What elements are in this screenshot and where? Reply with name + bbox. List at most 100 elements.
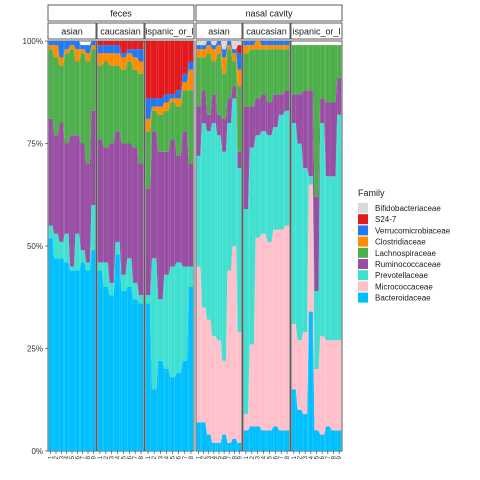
panel-strip-label: asian: [208, 27, 230, 37]
flow-band-verrucomicrobiaceae: [265, 41, 268, 46]
bar-segment-lachnospiraceae: [255, 49, 260, 99]
bar-segment-ruminococcaceae: [196, 106, 201, 156]
flow-band-prevotellaceae: [107, 262, 110, 296]
bar-segment-verrucomicrobiaceae: [243, 41, 249, 46]
bar-segment-s24-7: [103, 41, 108, 46]
bar-segment-ruminococcaceae: [267, 102, 272, 136]
bar-segment-prevotellaceae: [103, 262, 108, 287]
bar-segment-lachnospiraceae: [151, 110, 157, 132]
flow-band-ruminococcaceae: [205, 90, 207, 132]
flow-band-prevotellaceae: [200, 123, 202, 308]
flow-band-clostridiaceae: [231, 45, 233, 62]
flow-band-micrococcaceae: [307, 184, 309, 415]
bar-segment-lachnospiraceae: [54, 57, 58, 136]
flow-band-verrucomicrobiaceae: [271, 41, 274, 46]
bar-segment-clostridiaceae: [222, 57, 226, 74]
bar-segment-bacteroidaceae: [75, 270, 80, 451]
bar-segment-lachnospiraceae: [279, 49, 284, 95]
x-tick-label: 5: [315, 455, 321, 459]
bar-segment-ruminococcaceae: [297, 94, 302, 144]
flow-band-ruminococcaceae: [335, 77, 338, 177]
bar-segment-prevotellaceae: [151, 258, 157, 390]
flow-band-bacteroidaceae: [231, 438, 233, 451]
y-tick-label: 50%: [27, 242, 43, 251]
bar-segment-lachnospiraceae: [227, 49, 232, 99]
bar-segment-clostridiaceae: [75, 49, 80, 62]
flow-band-ruminococcaceae: [102, 139, 104, 263]
x-tick-label: 5: [267, 455, 273, 459]
flow-band-micrococcaceae: [324, 336, 326, 435]
bar-segment-ruminococcaceae: [164, 151, 169, 275]
bar-segment-clostridiaceae: [109, 53, 114, 66]
bar-segment-ruminococcaceae: [158, 151, 163, 300]
flow-band-verrucomicrobiaceae: [231, 41, 233, 54]
bar-segment-prevotellaceae: [158, 299, 163, 361]
flow-band-bacteroidaceae: [277, 426, 280, 451]
bar-segment-lachnospiraceae: [64, 53, 69, 144]
x-tick-label: 4: [212, 455, 218, 459]
flow-band-s24-7: [119, 41, 122, 54]
flow-band-prevotellaceae: [329, 176, 332, 341]
flow-band-clostridiaceae: [174, 98, 177, 107]
bar-segment-clostridiaceae: [237, 69, 242, 87]
bar-segment-verrucomicrobiaceae: [206, 41, 211, 46]
bar-segment-lachnospiraceae: [121, 69, 126, 144]
flow-band-bacteroidaceae: [84, 262, 87, 451]
flow-band-prevotellaceae: [318, 123, 321, 369]
flow-band-s24-7: [137, 41, 139, 50]
x-tick-label: 4: [65, 455, 71, 459]
bar-segment-ruminococcaceae: [325, 102, 330, 177]
flow-band-micrococcaceae: [265, 233, 268, 431]
bar-segment-bacteroidaceae: [127, 287, 132, 451]
bar-segment-ruminococcaceae: [279, 94, 284, 115]
bar-segment-lachnospiraceae: [297, 45, 302, 95]
bar-segment-lachnospiraceae: [196, 57, 201, 107]
x-tick-label: 2: [104, 455, 110, 459]
bar-segment-bacteroidaceae: [133, 299, 138, 451]
bar-segment-verrucomicrobiaceae: [115, 45, 120, 54]
flow-band-micrococcaceae: [329, 340, 332, 431]
bar-segment-lachnospiraceae: [80, 53, 85, 144]
flow-band-verrucomicrobiaceae: [205, 41, 207, 50]
flow-band-micrococcaceae: [283, 225, 285, 431]
flow-band-bacteroidaceae: [156, 360, 159, 451]
bar-segment-prevotellaceae: [320, 123, 325, 337]
flow-band-micrococcaceae: [231, 246, 233, 443]
flow-band-micrococcaceae: [295, 323, 298, 410]
flow-band-bifidobacteriaceae: [200, 41, 202, 46]
bar-segment-prevotellaceae: [201, 123, 206, 308]
flow-band-bacteroidaceae: [324, 426, 326, 451]
bar-segment-bacteroidaceae: [325, 426, 330, 451]
bar-segment-prevotellaceae: [237, 168, 242, 333]
flow-band-verrucomicrobiaceae: [180, 73, 183, 99]
y-tick-label: 100%: [23, 37, 43, 46]
bar-segment-ruminococcaceae: [64, 143, 69, 234]
flow-band-prevotellaceae: [119, 241, 122, 292]
flow-band-clostridiaceae: [89, 45, 92, 62]
bar-segment-ruminococcaceae: [261, 94, 266, 132]
x-tick-label: 2: [202, 455, 208, 459]
flow-band-prevotellaceae: [131, 258, 134, 300]
flow-band-ruminococcaceae: [174, 139, 177, 267]
flow-band-clostridiaceae: [84, 49, 87, 62]
x-tick-label: 3: [158, 455, 164, 459]
flow-band-lachnospiraceae: [73, 49, 76, 136]
bar-segment-prevotellaceae: [308, 176, 313, 185]
flow-band-s24-7: [187, 41, 189, 74]
bar-segment-clostridiaceae: [158, 106, 163, 115]
flow-band-prevotellaceae: [236, 98, 238, 333]
flow-band-clostridiaceae: [102, 53, 104, 66]
flow-band-lachnospiraceae: [295, 45, 298, 95]
bar-segment-micrococcaceae: [314, 369, 319, 431]
bar-segment-lachnospiraceae: [48, 49, 53, 119]
bar-segment-bacteroidaceae: [201, 422, 206, 451]
flow-band-verrucomicrobiaceae: [107, 45, 110, 54]
bar-segment-lachnospiraceae: [145, 131, 151, 189]
bar-segment-verrucomicrobiaceae: [133, 49, 138, 58]
bar-segment-bifidobacteriaceae: [201, 41, 206, 46]
bar-segment-bacteroidaceae: [59, 258, 64, 451]
flow-band-ruminococcaceae: [180, 131, 183, 267]
flow-band-bacteroidaceae: [68, 262, 71, 451]
legend-label: Lachnospiraceae: [375, 249, 436, 258]
panel-strip-label: caucasian: [100, 27, 141, 37]
